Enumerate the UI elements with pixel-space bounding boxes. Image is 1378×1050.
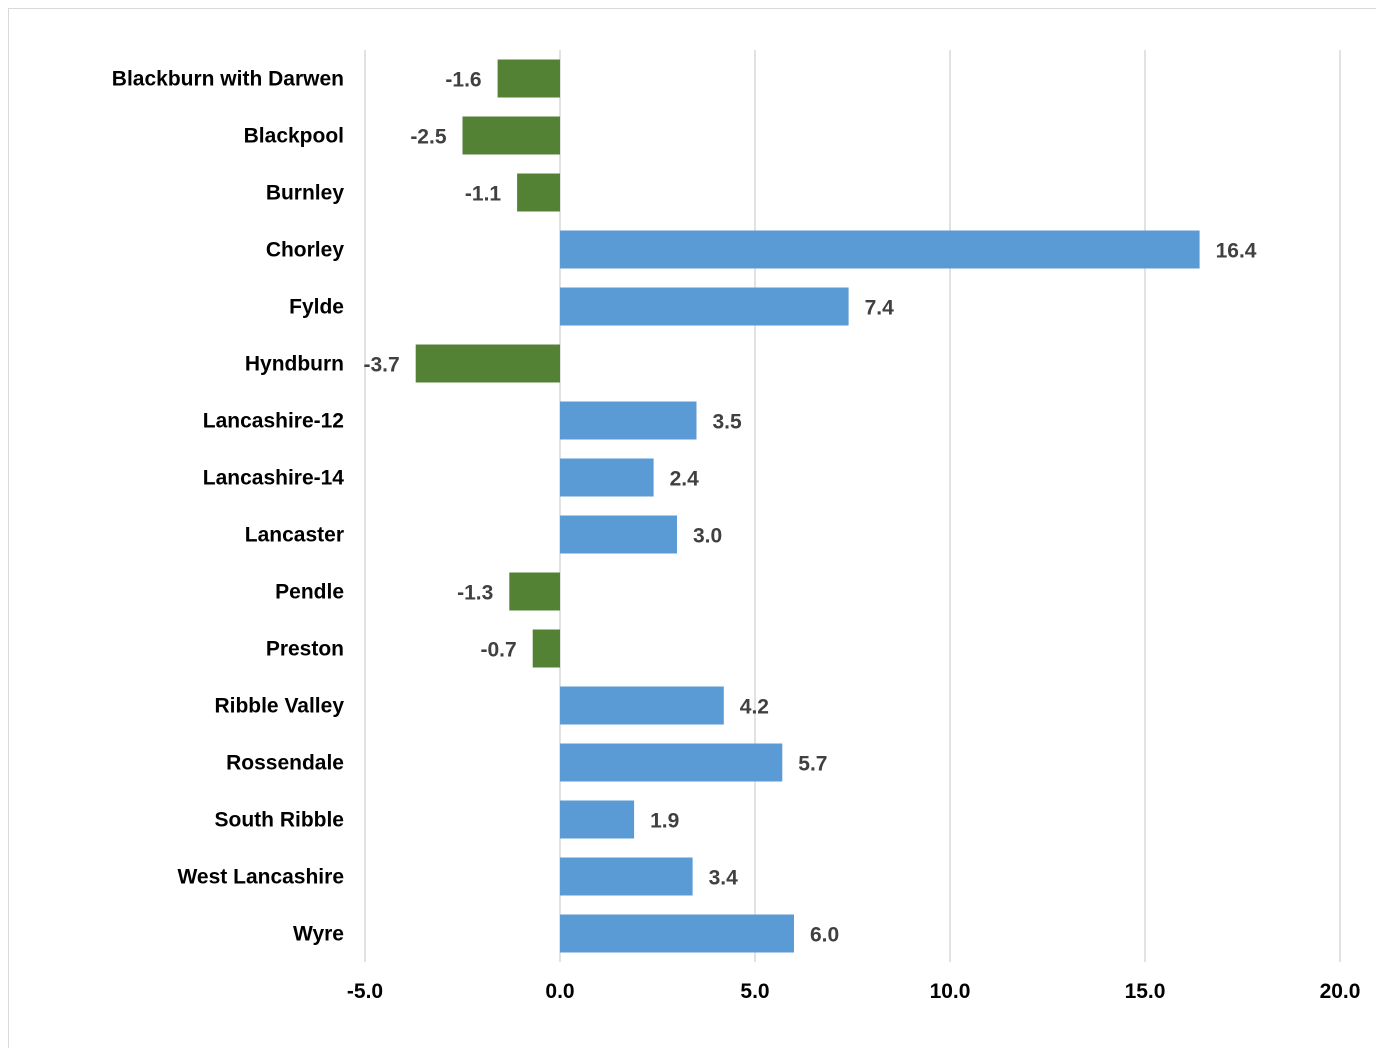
x-tick-label: 5.0 [740,980,769,1003]
category-label: Lancashire-14 [203,467,345,490]
data-label: 1.9 [650,810,679,833]
bar [517,173,560,212]
data-label: 2.4 [670,468,700,491]
category-label: Preston [266,638,344,661]
bar [560,515,677,554]
category-label: Ribble Valley [214,695,344,718]
data-label: 4.2 [740,696,769,719]
x-tick-label: 20.0 [1320,980,1361,1003]
x-tick-labels: -5.0 0.0 5.0 10.0 15.0 20.0 [347,980,1361,1003]
category-label: Hyndburn [245,353,344,376]
gridlines [364,50,1341,962]
bar [560,857,693,896]
data-label: 7.4 [865,297,895,320]
category-label: Blackburn with Darwen [112,68,344,91]
category-label: Pendle [275,581,344,604]
data-label: -3.7 [364,354,400,377]
bar [560,401,697,440]
category-label: West Lancashire [177,866,344,889]
category-labels: Blackburn with Darwen Blackpool Burnley Cho… [112,68,345,946]
bar [560,287,849,326]
bar [497,59,560,98]
chart-frame [8,8,1376,1048]
x-tick-label: 15.0 [1125,980,1166,1003]
data-label: -1.1 [465,183,502,206]
data-label: 3.5 [713,411,743,434]
category-label: Rossendale [226,752,344,775]
x-tick-label: 0.0 [545,980,574,1003]
bar [415,344,560,383]
x-tick-label: 10.0 [930,980,971,1003]
data-label: 3.0 [693,525,722,548]
category-label: Burnley [266,182,345,205]
data-label: 16.4 [1216,240,1257,263]
data-label: 3.4 [709,867,739,890]
category-label: Lancashire-12 [203,410,344,433]
data-label: -1.6 [445,69,481,92]
bar [462,116,560,155]
bar [560,914,794,953]
category-label: Chorley [266,239,345,262]
data-labels: -1.6 -2.5 -1.1 16.4 7.4 -3.7 3.5 2.4 3.0 -1.3 -0.7… [364,69,1257,947]
category-label: Fylde [289,296,344,319]
x-tick-label: -5.0 [347,980,383,1003]
category-label: South Ribble [215,809,345,832]
bar [560,686,724,725]
data-label: 5.7 [798,753,827,776]
category-label: Blackpool [244,125,344,148]
data-label: -1.3 [457,582,493,605]
bar [509,572,560,611]
bar [560,230,1200,269]
data-label: -2.5 [410,126,447,149]
bar [560,458,654,497]
category-label: Wyre [293,923,344,946]
category-label: Lancaster [245,524,344,547]
data-label: -0.7 [481,639,517,662]
bars [415,59,1200,953]
bar [532,629,560,668]
bar [560,743,783,782]
bar [560,800,635,839]
data-label: 6.0 [810,924,839,947]
